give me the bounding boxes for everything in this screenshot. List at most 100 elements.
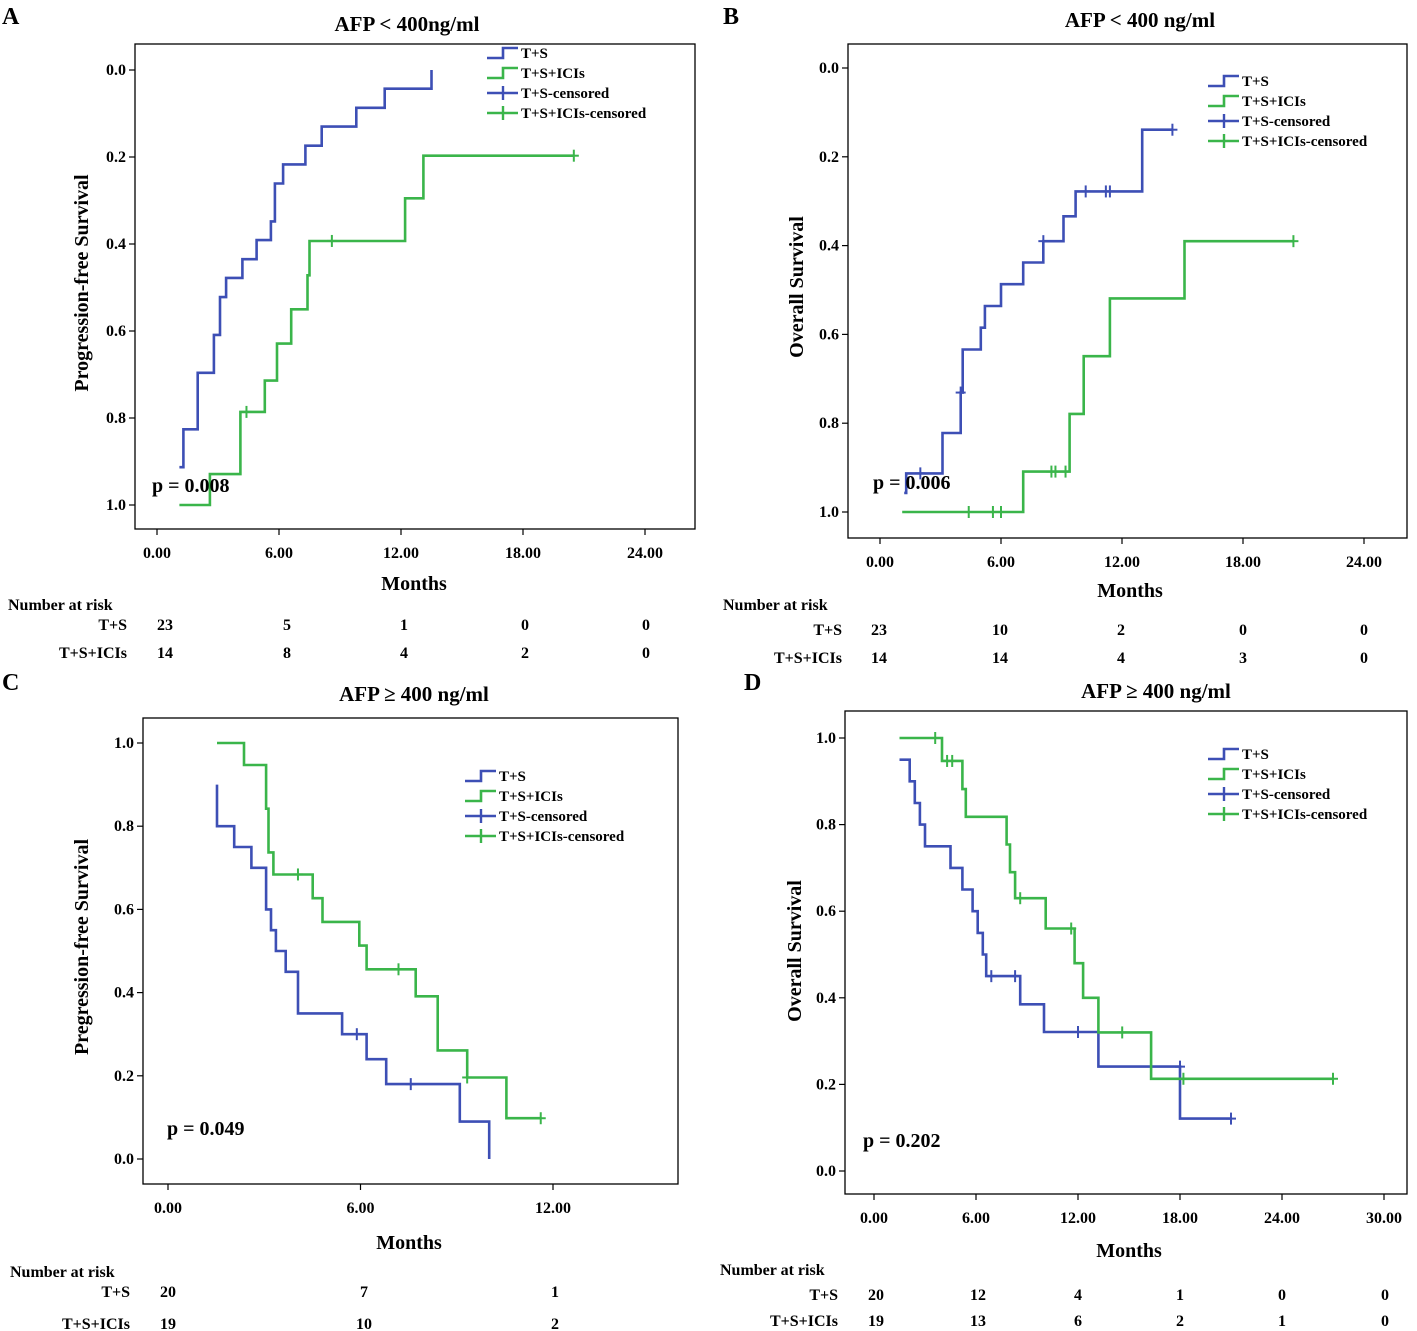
panel-label: D [744, 670, 761, 696]
censor-mark-ts [1010, 970, 1021, 983]
p-value: p = 0.049 [167, 1118, 245, 1140]
risk-table: Number at risk T+S 20 12 4 1 0 0 T+S+ICIs 19 13 6 2 1… [720, 1262, 1389, 1330]
risk-count: 23 [157, 617, 173, 634]
legend-swatch-step [487, 66, 518, 80]
legend-item: T+S [465, 769, 526, 785]
risk-count: 14 [157, 645, 173, 662]
x-tick-label: 24.00 [1264, 1210, 1300, 1227]
x-tick-label: 0.00 [143, 545, 171, 562]
risk-count: 0 [1360, 650, 1368, 667]
p-value: p = 0.202 [863, 1130, 941, 1152]
y-tick-label: 0.6 [816, 903, 836, 920]
censor-mark-ts-icis [1178, 1072, 1189, 1085]
series-line-ts-icis [217, 741, 541, 1120]
legend-label: T+S-censored [1242, 114, 1331, 130]
plot-frame [134, 43, 696, 530]
risk-row: T+S+ICIs 14 8 4 2 0 [59, 645, 650, 662]
legend-item: T+S+ICIs-censored [487, 106, 647, 122]
chart-title: AFP ≥ 400 ng/ml [1081, 679, 1231, 703]
risk-count: 12 [970, 1287, 986, 1304]
censor-mark-ts [915, 467, 926, 480]
censor-mark-ts [1104, 185, 1115, 198]
risk-count: 0 [1360, 622, 1368, 639]
series-line-ts [215, 784, 491, 1159]
legend-item: T+S+ICIs-censored [1208, 134, 1368, 150]
risk-row-label: T+S+ICIs [59, 645, 127, 662]
panel-label: A [2, 4, 20, 30]
legend-swatch-step [1208, 94, 1239, 108]
risk-row: T+S 20 7 1 [101, 1284, 559, 1301]
y-tick-label: 1.0 [106, 497, 126, 514]
legend-label: T+S+ICIs [521, 66, 585, 82]
censor-mark-ts-icis [326, 234, 337, 247]
legend-label: T+S+ICIs [1242, 94, 1306, 110]
x-tick-label: 6.00 [347, 1200, 375, 1217]
risk-count: 0 [521, 617, 529, 634]
censor-mark-ts-icis [568, 149, 579, 162]
risk-table-heading: Number at risk [723, 597, 828, 614]
x-tick-label: 6.00 [265, 545, 293, 562]
y-tick-label: 0.4 [114, 985, 134, 1002]
chart-title: AFP < 400ng/ml [335, 12, 480, 36]
risk-count: 0 [642, 617, 650, 634]
y-tick-label: 0.8 [816, 817, 836, 834]
risk-count: 1 [551, 1284, 559, 1301]
risk-count: 4 [1074, 1287, 1082, 1304]
plot-frame [142, 717, 679, 1185]
p-value: p = 0.006 [873, 472, 951, 494]
legend-item: T+S+ICIs [1208, 94, 1306, 110]
legend: T+S T+S+ICIs T+S-censored T+S+ICIs-censored [487, 46, 647, 122]
risk-row-label: T+S [813, 622, 842, 639]
censor-mark-ts [1226, 1112, 1236, 1125]
legend-label: T+S [1242, 74, 1269, 90]
series-line-ts-icis [179, 154, 574, 507]
censor-mark-ts-icis [1288, 235, 1299, 248]
x-tick-label: 24.00 [1346, 554, 1382, 571]
risk-count: 1 [400, 617, 408, 634]
legend-swatch-step [465, 769, 496, 783]
risk-table: Number at risk T+S 23 10 2 0 0 T+S+ICIs 14 14 4 3 0 [723, 597, 1368, 667]
legend-item: T+S [1208, 747, 1269, 763]
censor-mark-ts [986, 970, 997, 983]
risk-count: 3 [1239, 650, 1247, 667]
x-tick-label: 12.00 [535, 1200, 571, 1217]
y-tick-label: 0.6 [819, 326, 839, 343]
risk-count: 10 [992, 622, 1008, 639]
censor-mark-ts [1167, 123, 1178, 136]
x-tick-label: 0.00 [860, 1210, 888, 1227]
y-tick-label: 0.4 [106, 236, 126, 253]
x-tick-label: 18.00 [1225, 554, 1261, 571]
x-axis-label: Months [1097, 580, 1163, 602]
y-tick-label: 1.0 [816, 730, 836, 747]
panel-b: B AFP < 400 ng/ml 0.0 0.2 0.4 0.6 0.8 1.0 0.00 6.… [723, 4, 1408, 667]
legend-item: T+S+ICIs [487, 66, 585, 82]
risk-count: 14 [871, 650, 887, 667]
legend-item: T+S-censored [465, 809, 588, 825]
y-tick-label: 0.2 [114, 1068, 134, 1085]
risk-row-label: T+S [98, 617, 127, 634]
censor-mark-ts [351, 1028, 362, 1041]
series-line-ts [179, 70, 433, 469]
legend-label: T+S+ICIs-censored [521, 106, 647, 122]
series-line-ts [904, 128, 1173, 495]
risk-row: T+S+ICIs 14 14 4 3 0 [774, 650, 1368, 667]
legend-label: T+S [521, 46, 548, 62]
panel-label: C [2, 670, 19, 696]
plot-frame [844, 710, 1408, 1195]
chart-title: AFP ≥ 400 ng/ml [339, 682, 489, 706]
censor-mark-ts-icis [1015, 892, 1026, 905]
risk-count: 4 [400, 645, 408, 662]
legend-item: T+S [487, 46, 548, 62]
legend-item: T+S+ICIs-censored [1208, 807, 1368, 823]
x-tick-label: 12.00 [383, 545, 419, 562]
risk-count: 23 [871, 622, 887, 639]
y-tick-label: 0.0 [114, 1151, 134, 1168]
legend-swatch-step [1208, 747, 1239, 761]
legend-item: T+S-censored [487, 86, 610, 102]
censor-mark-ts-icis [241, 405, 252, 418]
x-axis-label: Months [1096, 1240, 1162, 1262]
x-tick-label: 6.00 [987, 554, 1015, 571]
censor-mark-ts-icis [1328, 1072, 1338, 1085]
risk-count: 2 [521, 645, 529, 662]
risk-count: 4 [1117, 650, 1125, 667]
